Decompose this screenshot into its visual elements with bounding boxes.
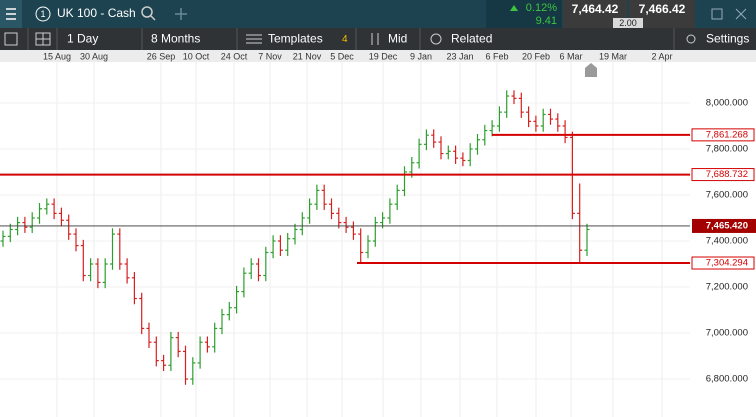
menu-icon — [6, 8, 16, 20]
interval[interactable]: 1 Day — [67, 32, 98, 46]
instrument-icon-digit: 1 — [40, 9, 45, 19]
y-tick-label: 7,200.000 — [706, 282, 748, 293]
window-icons[interactable] — [711, 8, 747, 20]
level-label: 7,304.294 — [706, 258, 748, 269]
related[interactable]: Related — [451, 32, 492, 46]
scroll-marker[interactable] — [585, 63, 597, 77]
spread-box — [613, 18, 643, 28]
add-tab[interactable] — [175, 8, 187, 20]
y-tick-label: 7,800.000 — [706, 143, 748, 154]
toolbar-dividers — [27, 28, 675, 50]
instrument-icon — [35, 6, 51, 22]
current-price-label: 7,465.420 — [706, 220, 748, 231]
spread: 2.00 — [619, 18, 637, 28]
y-tick-label: 7,600.000 — [706, 189, 748, 200]
up-arrow — [510, 5, 518, 11]
change-pct: 0.12% — [526, 2, 557, 14]
y-tick-label: 6,800.000 — [706, 374, 748, 385]
change-box — [486, 0, 562, 28]
y-tick-label: 7,000.000 — [706, 328, 748, 339]
y-tick-label: 8,000.000 — [706, 97, 748, 108]
change: 9.41 — [536, 15, 557, 27]
x-tick-label: 20 Feb — [522, 51, 550, 61]
x-tick-label: 23 Jan — [446, 51, 473, 61]
price-mode[interactable]: Mid — [388, 32, 407, 46]
x-tick-label: 26 Sep — [147, 51, 176, 61]
templates-count: 4 — [342, 34, 348, 45]
plot — [0, 62, 690, 417]
level-label-box — [691, 128, 755, 142]
x-tick-label: 9 Jan — [410, 51, 432, 61]
level-label-box — [691, 256, 755, 270]
templates[interactable]: Templates — [268, 32, 323, 46]
x-tick-label: 19 Mar — [599, 51, 627, 61]
x-tick-label: 2 Apr — [651, 51, 672, 61]
x-tick-label: 6 Mar — [559, 51, 582, 61]
x-tick-label: 7 Nov — [258, 51, 282, 61]
settings[interactable]: Settings — [706, 32, 749, 46]
x-tick-label: 5 Dec — [330, 51, 354, 61]
x-tick-label: 30 Aug — [80, 51, 108, 61]
sell-price: 7,464.42 — [572, 2, 619, 16]
toolbar-icons — [4, 32, 696, 46]
x-tick-label: 6 Feb — [485, 51, 508, 61]
x-tick-label: 21 Nov — [293, 51, 322, 61]
instrument-name[interactable]: UK 100 - Cash — [57, 6, 136, 20]
search-icon[interactable] — [141, 6, 156, 21]
range[interactable]: 8 Months — [151, 32, 200, 46]
level-label: 7,688.732 — [706, 169, 748, 180]
current-price-box — [692, 218, 756, 233]
date-axis — [0, 50, 756, 62]
level-label-box — [691, 168, 755, 182]
x-tick-label: 19 Dec — [369, 51, 398, 61]
level-label: 7,861.268 — [706, 129, 748, 140]
x-tick-label: 10 Oct — [183, 51, 210, 61]
x-tick-label: 15 Aug — [43, 51, 71, 61]
buy-price: 7,466.42 — [639, 2, 686, 16]
x-tick-label: 24 Oct — [221, 51, 248, 61]
y-tick-label: 7,400.000 — [706, 236, 748, 247]
